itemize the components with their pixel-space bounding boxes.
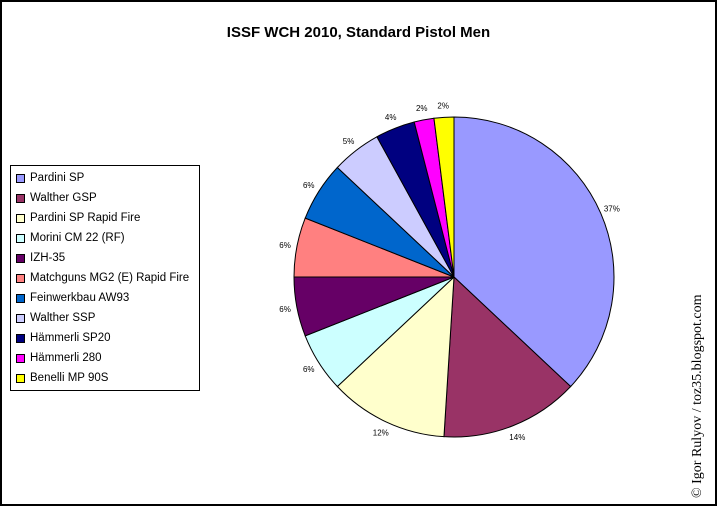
pie-label-0: 37% bbox=[604, 205, 620, 214]
legend-label: Hämmerli 280 bbox=[30, 352, 102, 364]
legend-swatch bbox=[16, 233, 25, 243]
pie-label-8: 4% bbox=[385, 113, 397, 122]
pie-label-2: 12% bbox=[373, 429, 389, 438]
legend-item: Walther SSP bbox=[11, 308, 199, 328]
legend-label: Pardini SP bbox=[30, 172, 85, 184]
pie-slice-1 bbox=[443, 275, 572, 438]
pie-slice-2 bbox=[336, 275, 455, 438]
legend-item: Hämmerli SP20 bbox=[11, 328, 199, 348]
legend-swatch bbox=[16, 313, 25, 323]
legend-item: Walther GSP bbox=[11, 188, 199, 208]
legend-label: Feinwerkbau AW93 bbox=[30, 292, 130, 304]
pie-slice-0 bbox=[453, 116, 615, 388]
pie-label-4: 6% bbox=[279, 305, 291, 314]
legend-item: Benelli MP 90S bbox=[11, 368, 199, 388]
legend-label: IZH-35 bbox=[30, 252, 66, 264]
legend-item: Matchguns MG2 (E) Rapid Fire bbox=[11, 268, 199, 288]
legend-swatch bbox=[16, 193, 25, 203]
chart-title: ISSF WCH 2010, Standard Pistol Men bbox=[226, 24, 491, 41]
legend-item: IZH-35 bbox=[11, 248, 199, 268]
pie-slice-10 bbox=[433, 116, 455, 278]
legend-item: Feinwerkbau AW93 bbox=[11, 288, 199, 308]
legend-swatch bbox=[16, 353, 25, 363]
copyright-credit: © Igor Rulyov / toz35.blogspot.com bbox=[690, 294, 705, 498]
legend-item: Hämmerli 280 bbox=[11, 348, 199, 368]
pie-label-6: 6% bbox=[303, 181, 315, 190]
pie-label-10: 2% bbox=[437, 101, 449, 110]
legend-item: Pardini SP Rapid Fire bbox=[11, 208, 199, 228]
pie-label-5: 6% bbox=[279, 241, 291, 250]
pie-label-3: 6% bbox=[303, 365, 315, 374]
legend-swatch bbox=[16, 333, 25, 343]
pie-label-9: 2% bbox=[416, 104, 428, 113]
legend-item: Morini CM 22 (RF) bbox=[11, 228, 199, 248]
legend-label: Matchguns MG2 (E) Rapid Fire bbox=[30, 272, 190, 284]
legend-swatch bbox=[16, 253, 25, 263]
legend-swatch bbox=[16, 213, 25, 223]
pie-label-7: 5% bbox=[343, 137, 355, 146]
legend-label: Pardini SP Rapid Fire bbox=[30, 212, 141, 224]
legend-swatch bbox=[16, 173, 25, 183]
legend-item: Pardini SP bbox=[11, 168, 199, 188]
legend-label: Walther GSP bbox=[30, 192, 97, 204]
legend-swatch bbox=[16, 293, 25, 303]
legend-swatch bbox=[16, 373, 25, 383]
pie-label-1: 14% bbox=[509, 433, 525, 442]
legend-label: Benelli MP 90S bbox=[30, 372, 109, 384]
legend-label: Hämmerli SP20 bbox=[30, 332, 111, 344]
legend: Pardini SP Walther GSP Pardini SP Rapid Fi… bbox=[10, 165, 200, 391]
legend-label: Walther SSP bbox=[30, 312, 96, 324]
legend-swatch bbox=[16, 273, 25, 283]
legend-label: Morini CM 22 (RF) bbox=[30, 232, 125, 244]
